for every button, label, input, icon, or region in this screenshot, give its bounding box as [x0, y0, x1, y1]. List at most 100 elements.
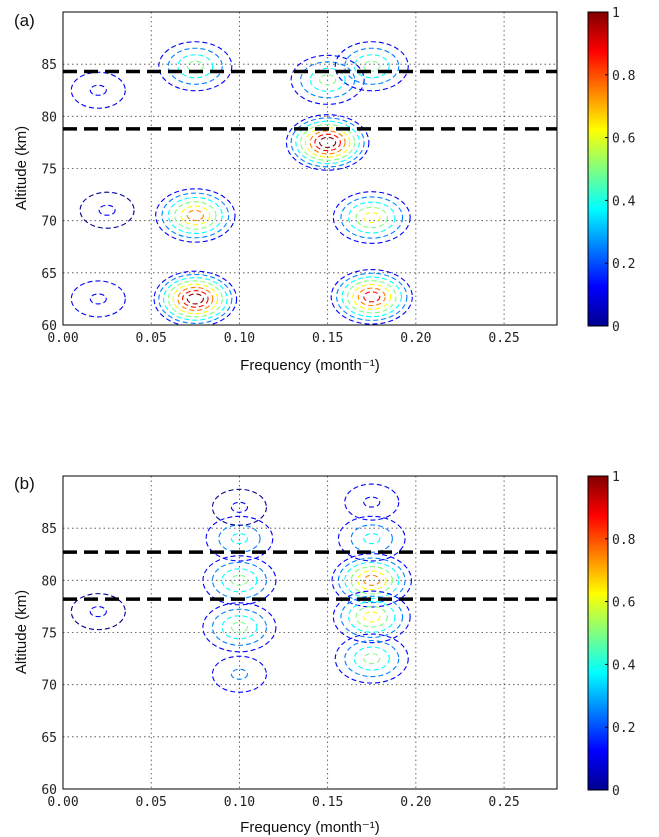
contour-line [163, 277, 228, 321]
contour-line [309, 67, 346, 92]
y-tick-label: 75 [41, 163, 57, 178]
contour-line [344, 561, 400, 599]
colorbar-tick-label: 0 [612, 784, 620, 799]
contour-line [167, 280, 223, 318]
contour-line [211, 488, 267, 526]
colorbar-tick-label: 0.6 [612, 596, 635, 611]
contour-line [363, 533, 381, 545]
y-tick-label: 60 [41, 319, 57, 334]
contour-line [347, 600, 396, 633]
contour-line [221, 568, 258, 593]
contour-line [363, 496, 381, 508]
panel-b-y-axis-label: Altitude (km) [13, 590, 30, 674]
y-tick-label: 70 [41, 679, 57, 694]
contour-line [332, 191, 411, 244]
contour-line [363, 60, 381, 72]
colorbar-tick-label: 0.2 [612, 721, 635, 736]
x-tick-label: 0.05 [136, 331, 167, 346]
panel-a-y-axis-label: Altitude (km) [13, 126, 30, 210]
panel-a-grid [63, 12, 557, 325]
colorbar-tick-label: 1 [612, 6, 620, 21]
contour-line [89, 293, 107, 305]
contour-line [158, 41, 233, 92]
contour-line [330, 268, 413, 325]
panel-b-colorbar [587, 475, 609, 791]
contour-line [309, 130, 346, 155]
x-tick-label: 0.05 [136, 795, 167, 810]
contour-line [230, 668, 248, 680]
panel-b-x-ticks: 0.00 0.05 0.10 0.15 0.20 0.25 [47, 795, 519, 810]
contour-line [314, 133, 341, 152]
contour-line [177, 54, 214, 79]
contour-line [319, 74, 337, 86]
x-tick-label: 0.20 [400, 795, 431, 810]
contour-line [353, 646, 390, 671]
panel-a-colorbar-ticks: 0 0.2 0.4 0.6 0.8 1 [605, 6, 636, 335]
y-tick-label: 75 [41, 627, 57, 642]
contour-line [89, 84, 107, 96]
y-tick-label: 85 [41, 522, 57, 537]
x-tick-label: 0.20 [400, 331, 431, 346]
panel-b-axes-frame [62, 475, 558, 790]
y-tick-label: 65 [41, 267, 57, 282]
contour-line [167, 47, 223, 85]
panel-b-y-ticks: 60 65 70 75 80 85 [41, 522, 57, 798]
x-tick-label: 0.25 [488, 331, 519, 346]
contour-line [230, 621, 248, 633]
contour-line [352, 283, 392, 310]
x-tick-label: 0.10 [224, 331, 255, 346]
x-tick-label: 0.15 [312, 795, 343, 810]
y-tick-label: 85 [41, 58, 57, 73]
contour-line [344, 47, 400, 85]
contour-line [344, 640, 400, 678]
contour-line [356, 570, 387, 591]
panel-b-boundary-lines [63, 550, 557, 601]
contour-line [180, 205, 211, 226]
contour-line [363, 611, 381, 623]
x-tick-label: 0.15 [312, 331, 343, 346]
contour-line [300, 123, 356, 161]
contour-line [290, 54, 365, 105]
contour-line [319, 136, 337, 148]
contour-line [285, 114, 370, 171]
contour-line [290, 117, 365, 168]
contour-line [211, 655, 267, 693]
contour-line [337, 557, 406, 604]
colorbar-tick-label: 0.2 [612, 257, 635, 272]
panel-a-axes-frame [62, 11, 558, 326]
contour-line [79, 191, 135, 229]
contour-line [230, 501, 248, 513]
contour-line [174, 201, 217, 230]
colorbar-tick-label: 0.6 [612, 132, 635, 147]
contour-line [177, 286, 214, 311]
contour-line [334, 633, 409, 684]
panel-b-grid [63, 476, 557, 789]
y-tick-label: 60 [41, 783, 57, 798]
y-tick-label: 70 [41, 215, 57, 230]
contour-line [357, 287, 386, 307]
contour-line [186, 209, 204, 221]
contour-line [340, 595, 404, 639]
contour-line [202, 555, 277, 606]
contour-line [355, 206, 388, 229]
contour-line [344, 483, 400, 521]
contour-line [295, 120, 360, 165]
contour-line [211, 608, 267, 646]
colorbar-tick-label: 0.4 [612, 658, 636, 673]
contour-line [334, 41, 409, 92]
x-tick-label: 0.00 [47, 795, 78, 810]
contour-line [230, 574, 248, 586]
contour-line [347, 201, 396, 234]
contour-line [98, 204, 116, 216]
contour-line [353, 54, 390, 79]
contour-line [205, 515, 274, 562]
contour-line [363, 291, 381, 303]
contour-line [70, 280, 126, 318]
colorbar-tick-label: 0.8 [612, 533, 635, 548]
contour-line [331, 553, 412, 608]
panel-a-x-axis-label: Frequency (month⁻¹) [240, 357, 380, 374]
contour-line [332, 590, 411, 644]
contour-line [363, 211, 381, 224]
contour-line [182, 290, 209, 308]
